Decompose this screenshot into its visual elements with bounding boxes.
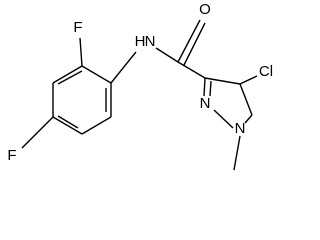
bond [21,116,54,149]
bond [203,77,206,97]
atom-label: N [235,120,246,137]
atom-label: F [73,19,82,36]
bond [204,77,241,85]
bond [52,116,83,135]
bonds [21,19,258,171]
atom-label: H [135,33,146,50]
bond [177,61,206,79]
molecule-diagram: F F N H O Cl N N [7,1,273,171]
atom-label: N [145,33,156,50]
atom-label: Cl [259,63,273,80]
bond [233,135,241,171]
bond [239,83,253,116]
bond [81,65,112,84]
bond [239,75,258,85]
bond [57,70,83,85]
bond [57,115,79,129]
bond [244,114,253,124]
atom-label: F [7,147,16,164]
bond [213,109,234,129]
bond [177,19,201,63]
bond [110,51,137,84]
atom-label: N [200,95,211,112]
bond [52,65,83,84]
bond [81,116,112,135]
bond [209,80,212,97]
bond [79,37,83,67]
bond [155,47,179,63]
bond [183,22,206,66]
atom-label: O [199,1,211,18]
